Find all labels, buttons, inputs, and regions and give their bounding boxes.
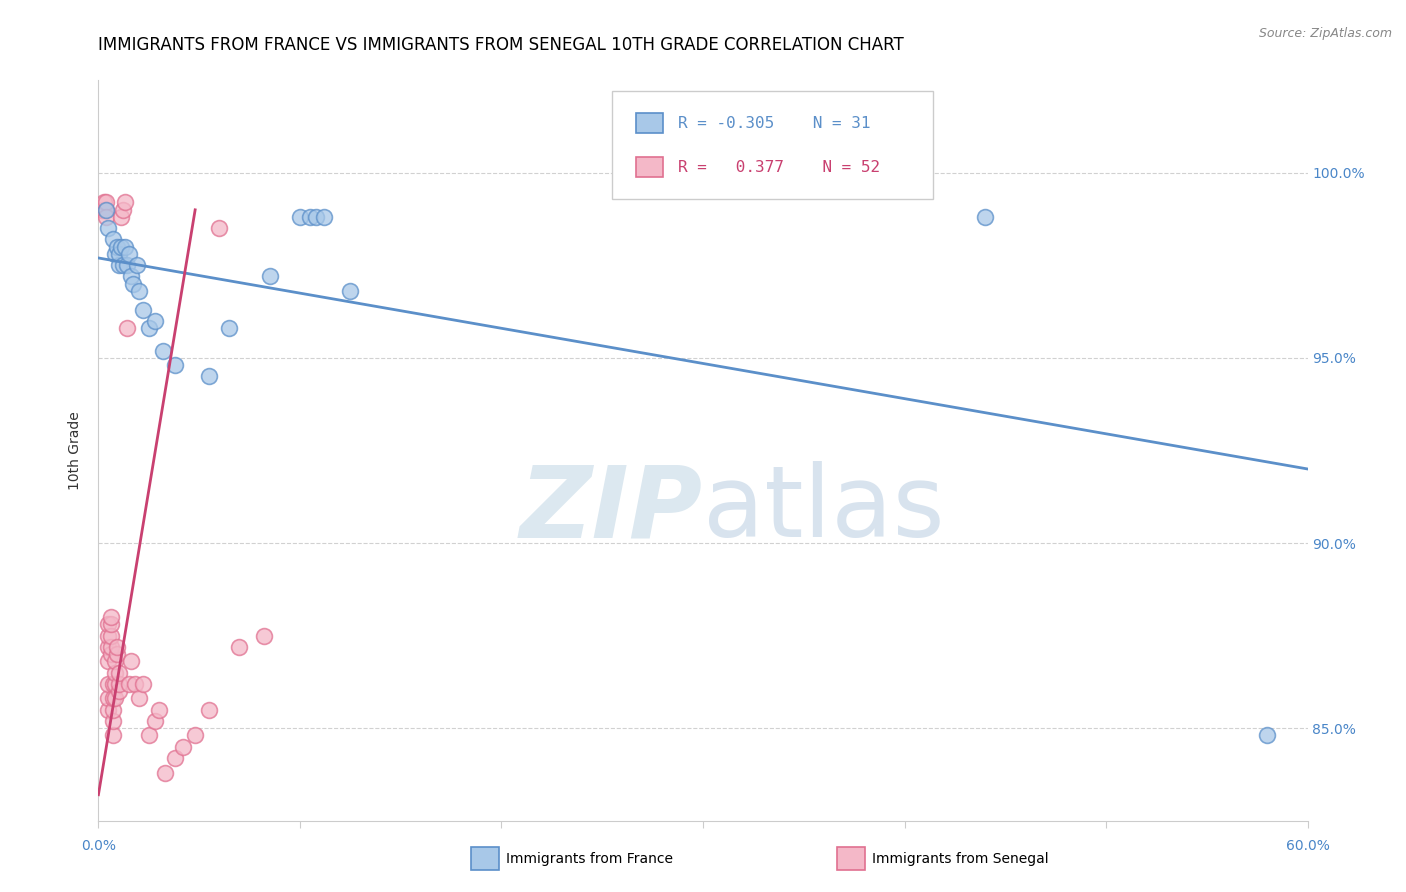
FancyBboxPatch shape [637, 157, 664, 178]
Point [107, 676, 129, 690]
Point [107, 258, 129, 272]
Point [105, 640, 128, 654]
Point [299, 211, 322, 225]
Point [121, 277, 143, 291]
Point [101, 729, 124, 743]
Point [110, 211, 132, 225]
FancyBboxPatch shape [613, 91, 932, 199]
Point [120, 655, 142, 669]
Point [314, 211, 336, 225]
Point [259, 269, 281, 284]
Point [153, 765, 176, 780]
Point [128, 285, 150, 299]
Point [91, 202, 114, 217]
Point [101, 714, 124, 728]
Point [97, 628, 120, 642]
Point [163, 359, 186, 373]
Point [128, 691, 150, 706]
Point [100, 628, 122, 642]
Point [111, 258, 134, 272]
Point [103, 691, 125, 706]
Point [97, 617, 120, 632]
Text: atlas: atlas [703, 461, 945, 558]
Point [96, 211, 118, 225]
Text: 60.0%: 60.0% [1285, 839, 1330, 853]
Point [101, 232, 124, 246]
Point [253, 628, 276, 642]
Point [138, 321, 160, 335]
Point [118, 676, 141, 690]
Point [115, 321, 138, 335]
Point [118, 247, 141, 261]
Point [198, 369, 221, 384]
Point [198, 702, 221, 716]
Point [124, 676, 146, 690]
Point [105, 647, 128, 661]
Point [101, 702, 124, 716]
Point [105, 240, 128, 254]
Point [143, 314, 166, 328]
Point [101, 676, 124, 690]
Point [120, 269, 142, 284]
Text: Source: ZipAtlas.com: Source: ZipAtlas.com [1258, 27, 1392, 40]
Point [125, 258, 148, 272]
Text: ZIP: ZIP [520, 461, 703, 558]
Text: Immigrants from France: Immigrants from France [506, 852, 673, 866]
Point [97, 655, 120, 669]
Point [218, 321, 240, 335]
Point [93, 195, 115, 210]
Point [138, 729, 160, 743]
Point [100, 647, 122, 661]
Point [97, 676, 120, 690]
Point [163, 750, 186, 764]
Point [103, 655, 125, 669]
Point [114, 240, 136, 254]
Point [1256, 729, 1278, 743]
Text: IMMIGRANTS FROM FRANCE VS IMMIGRANTS FROM SENEGAL 10TH GRADE CORRELATION CHART: IMMIGRANTS FROM FRANCE VS IMMIGRANTS FRO… [98, 36, 904, 54]
Point [103, 247, 125, 261]
Point [228, 640, 250, 654]
Point [93, 202, 115, 217]
Point [305, 211, 328, 225]
Point [96, 195, 118, 210]
Point [172, 739, 194, 754]
Point [208, 221, 231, 235]
Point [97, 691, 120, 706]
Point [107, 684, 129, 698]
Point [97, 702, 120, 716]
Point [339, 285, 361, 299]
Point [132, 676, 155, 690]
Point [184, 729, 207, 743]
Point [96, 202, 118, 217]
Point [132, 302, 155, 317]
Point [152, 343, 174, 358]
Point [100, 617, 122, 632]
Point [288, 211, 311, 225]
Text: R = -0.305    N = 31: R = -0.305 N = 31 [678, 116, 870, 130]
Text: 0.0%: 0.0% [82, 839, 115, 853]
FancyBboxPatch shape [637, 112, 664, 134]
Text: R =   0.377    N = 52: R = 0.377 N = 52 [678, 160, 880, 175]
Y-axis label: 10th Grade: 10th Grade [69, 411, 83, 490]
Point [111, 202, 134, 217]
Text: Immigrants from Senegal: Immigrants from Senegal [872, 852, 1049, 866]
Point [96, 202, 118, 217]
Point [103, 676, 125, 690]
Point [110, 240, 132, 254]
Point [100, 640, 122, 654]
Point [143, 714, 166, 728]
Point [148, 702, 170, 716]
Point [103, 665, 125, 680]
Point [97, 640, 120, 654]
Point [101, 691, 124, 706]
Point [974, 211, 997, 225]
Point [115, 258, 138, 272]
Point [97, 221, 120, 235]
Point [107, 665, 129, 680]
Point [107, 247, 129, 261]
Point [114, 195, 136, 210]
Point [100, 610, 122, 624]
